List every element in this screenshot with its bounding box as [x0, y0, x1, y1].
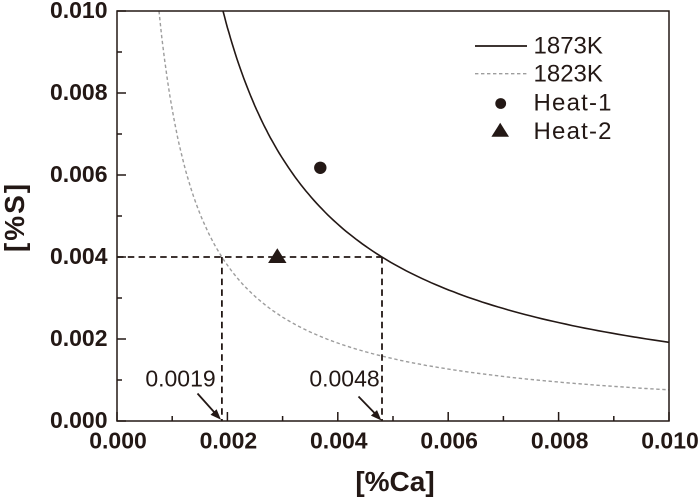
- svg-text:0.006: 0.006: [50, 161, 108, 187]
- svg-text:0.006: 0.006: [420, 428, 478, 454]
- svg-text:0.000: 0.000: [50, 407, 108, 433]
- svg-text:0.008: 0.008: [50, 79, 108, 105]
- svg-text:0.008: 0.008: [531, 428, 589, 454]
- svg-text:Heat-1: Heat-1: [534, 90, 613, 117]
- svg-text:0.004: 0.004: [50, 243, 108, 269]
- svg-text:0.000: 0.000: [89, 428, 147, 454]
- svg-text:0.0019: 0.0019: [145, 366, 215, 392]
- svg-text:Heat-2: Heat-2: [534, 118, 613, 145]
- svg-text:1873K: 1873K: [534, 33, 603, 60]
- svg-text:0.002: 0.002: [200, 428, 258, 454]
- svg-text:0.002: 0.002: [50, 325, 108, 351]
- svg-text:[%Ca]: [%Ca]: [355, 466, 434, 497]
- svg-text:0.0048: 0.0048: [309, 366, 379, 392]
- svg-text:0.004: 0.004: [310, 428, 368, 454]
- svg-text:0.010: 0.010: [641, 428, 699, 454]
- svg-text:1823K: 1823K: [534, 61, 603, 88]
- svg-text:0.010: 0.010: [50, 0, 108, 23]
- svg-text:[%S]: [%S]: [0, 182, 30, 252]
